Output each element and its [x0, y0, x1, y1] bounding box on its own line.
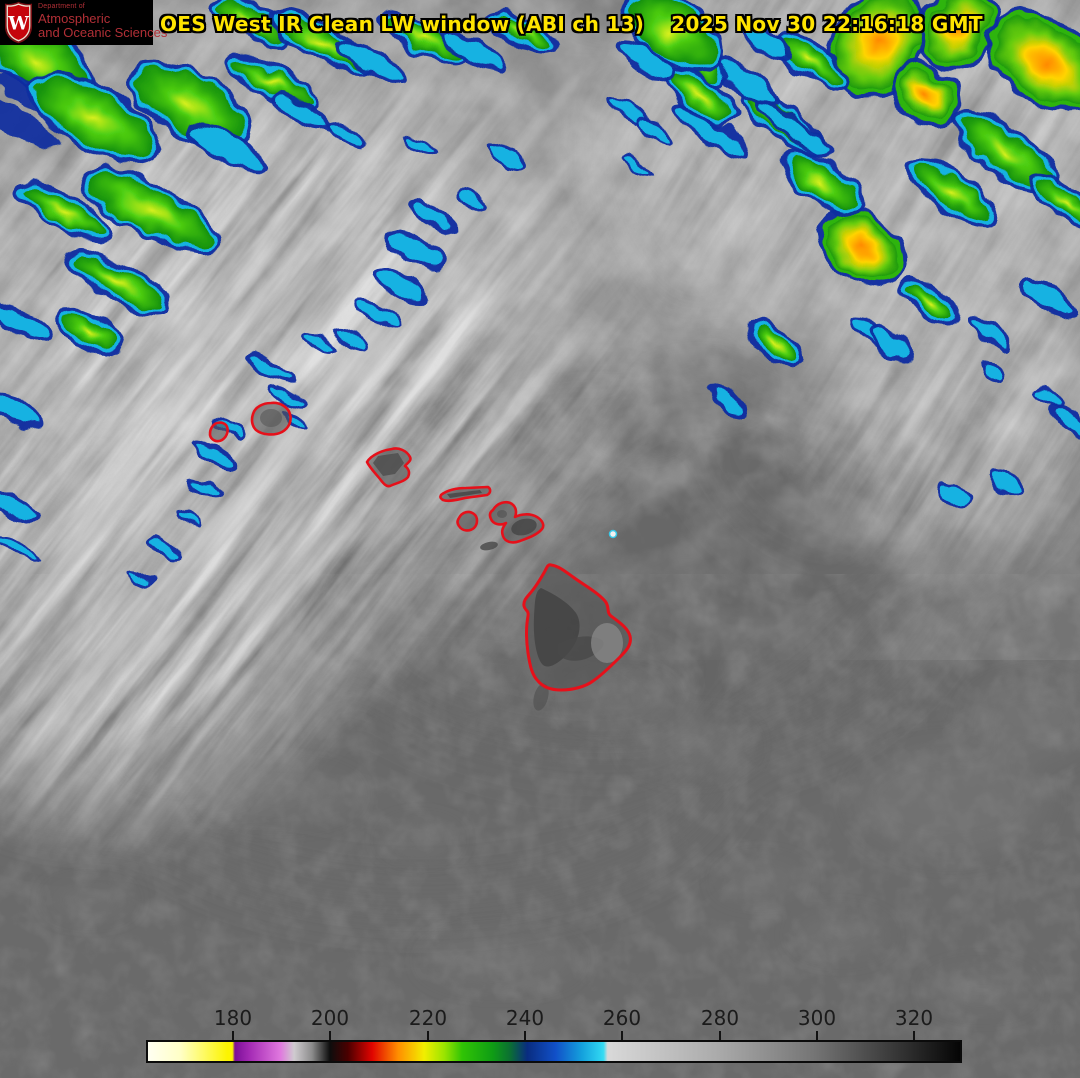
- uw-crest-icon: W: [4, 1, 33, 44]
- colorbar-tick-mark: [232, 1031, 234, 1040]
- logo-line1: Atmospheric: [38, 11, 111, 26]
- colorbar-tick-label: 200: [310, 1006, 350, 1030]
- island-kahoolawe-dark-patch: [480, 541, 498, 551]
- image-timestamp: 2025 Nov 30 22:16:18 GMT: [671, 12, 983, 36]
- colorbar-tick-mark: [524, 1031, 526, 1040]
- colorbar-tick-label: 260: [602, 1006, 642, 1030]
- uw-logo-box: W Department of Atmospheric and Oceanic …: [0, 0, 167, 45]
- colorbar-tick-mark: [913, 1031, 915, 1040]
- svg-text:W: W: [7, 13, 29, 34]
- colorbar-tick-label: 320: [894, 1006, 934, 1030]
- small-bright-cloud-cell: [608, 529, 618, 539]
- product-title: OES West IR Clean LW window (ABI ch 13): [160, 12, 645, 36]
- colorbar-tick-mark: [621, 1031, 623, 1040]
- colorbar-tick-label: 280: [700, 1006, 740, 1030]
- logo-department-label: Department of: [38, 3, 85, 10]
- colorbar-tick-label: 220: [408, 1006, 448, 1030]
- colorbar-tick-mark: [816, 1031, 818, 1040]
- colorbar-tick-mark: [719, 1031, 721, 1040]
- enhanced-cold-cloud-tops: [0, 0, 1080, 587]
- colorbar-tick-mark: [427, 1031, 429, 1040]
- island-terrain-details: [260, 409, 623, 711]
- colorbar-tick-label: 240: [505, 1006, 545, 1030]
- colorbar-tick-label: 180: [213, 1006, 253, 1030]
- logo-line2: and Oceanic Sciences: [38, 25, 168, 40]
- colorbar-tick-mark: [329, 1031, 331, 1040]
- image-title-bar: OES West IR Clean LW window (ABI ch 13) 2…: [160, 12, 983, 36]
- colorbar-gradient: [146, 1040, 962, 1063]
- low-cloud-patches: [50, 365, 1080, 1008]
- colorbar-tick-label: 300: [797, 1006, 837, 1030]
